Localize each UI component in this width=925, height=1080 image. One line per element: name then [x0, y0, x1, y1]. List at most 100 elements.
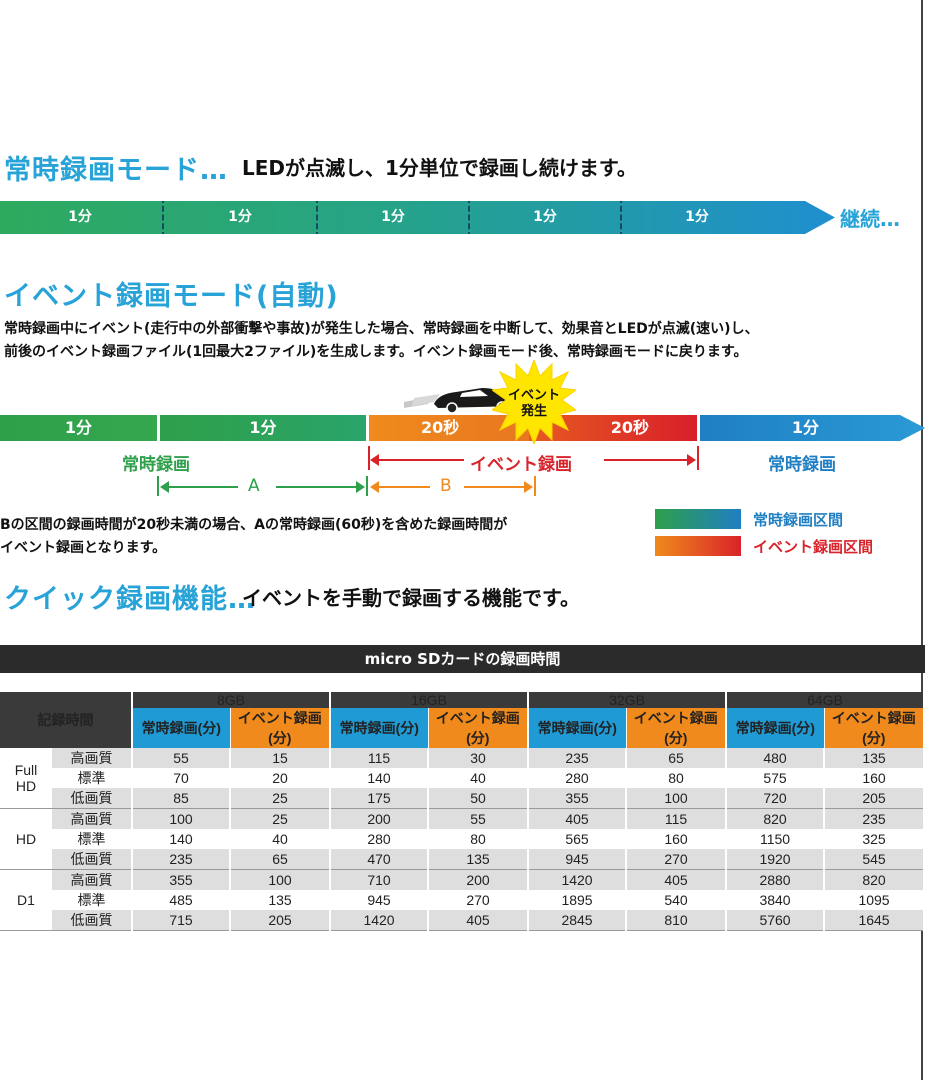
continuous-mode-description: LEDが点滅し、1分単位で録画し続けます。 [242, 156, 637, 180]
marker-a: A [248, 476, 260, 496]
value-cell: 545 [823, 849, 924, 870]
segment-divider [468, 201, 470, 234]
value-cell: 1920 [725, 849, 825, 870]
quality-cell: 低画質 [52, 788, 132, 809]
value-cell: 175 [329, 788, 429, 809]
recording-time-table: 記録時間 8GB 16GB 32GB 64GB 常時録画(分) イベント録画(分… [0, 692, 924, 931]
value-cell: 720 [725, 788, 825, 809]
value-cell: 540 [625, 890, 727, 910]
event-bracket-right [697, 446, 699, 470]
burst-text-line2: 発生 [520, 404, 547, 419]
event-timeline-bar: 1分 1分 20秒 20秒 1分 [0, 415, 925, 441]
value-cell: 485 [131, 890, 230, 910]
event-arrow-left-line [372, 459, 464, 461]
col-header-normal: 常時録画(分) [527, 708, 627, 748]
event-mode-paragraph-line2: 前後のイベント録画ファイル(1回最大2ファイル)を生成します。イベント録画モード… [4, 344, 748, 360]
col-header-normal: 常時録画(分) [329, 708, 429, 748]
table-title: micro SDカードの録画時間 [0, 645, 925, 673]
value-cell: 30 [427, 748, 529, 768]
value-cell: 1420 [329, 910, 429, 931]
resolution-cell: HD [0, 808, 52, 870]
event-bracket-left [368, 446, 370, 470]
value-cell: 1420 [527, 869, 627, 890]
value-cell: 115 [329, 748, 429, 768]
capacity-header: 8GB [130, 692, 331, 708]
resolution-cell: D1 [0, 869, 52, 931]
value-cell: 235 [527, 748, 627, 768]
b-arrow-line-left [372, 486, 430, 488]
value-cell: 25 [228, 788, 331, 809]
value-cell: 100 [228, 869, 331, 890]
col-header-event: イベント録画(分) [427, 708, 529, 748]
value-cell: 140 [131, 829, 230, 849]
value-cell: 270 [427, 890, 529, 910]
value-cell: 5760 [725, 910, 825, 931]
arrow-head-icon [687, 454, 696, 466]
event-arrow-right-line [604, 459, 694, 461]
legend-label-continuous: 常時録画区間 [753, 511, 844, 529]
value-cell: 115 [625, 808, 727, 829]
quality-cell: 高画質 [52, 869, 132, 890]
value-cell: 2880 [725, 869, 825, 890]
value-cell: 1645 [823, 910, 924, 931]
event-burst: イベント 発生 [490, 358, 578, 446]
table-body: Full HD 高画質 55 15 115 30 235 65 480 135 標準 70 20 140 4… [0, 748, 924, 931]
quality-cell: 高画質 [52, 748, 132, 768]
value-cell: 205 [823, 788, 924, 809]
col-header-event: イベント録画(分) [229, 708, 331, 748]
timeline-segment: 1分 [0, 415, 157, 441]
table-row: 標準 485 135 945 270 1895 540 3840 1095 [0, 890, 924, 910]
a-bracket-right [366, 476, 368, 496]
timeline-segment: 1分 [68, 209, 92, 225]
value-cell: 65 [625, 748, 727, 768]
value-cell: 280 [329, 829, 429, 849]
table-row: 低画質 235 65 470 135 945 270 1920 545 [0, 849, 924, 870]
timeline-segment: 1分 [700, 415, 925, 441]
quality-cell: 標準 [52, 768, 132, 788]
table-row: Full HD 高画質 55 15 115 30 235 65 480 135 [0, 748, 924, 809]
value-cell: 565 [527, 829, 627, 849]
value-cell: 1150 [725, 829, 825, 849]
value-cell: 55 [427, 808, 529, 829]
page-right-border [921, 0, 923, 1080]
value-cell: 65 [228, 849, 331, 870]
timeline-segment: 1分 [160, 415, 366, 441]
quick-record-title: クイック録画機能… [4, 584, 256, 615]
marker-b: B [440, 476, 452, 496]
capacity-header: 64GB [725, 692, 924, 708]
value-cell: 405 [625, 869, 727, 890]
value-cell: 200 [329, 808, 429, 829]
value-cell: 200 [427, 869, 529, 890]
col-header-normal: 常時録画(分) [725, 708, 825, 748]
value-cell: 80 [625, 768, 727, 788]
value-cell: 25 [228, 808, 331, 829]
b-arrow-line-right [464, 486, 530, 488]
table-row: D1 高画質 355 100 710 200 1420 405 2880 820 [0, 869, 924, 931]
value-cell: 820 [725, 808, 825, 829]
value-cell: 945 [329, 890, 429, 910]
value-cell: 820 [823, 869, 924, 890]
continuous-label-right: 常時録画 [768, 455, 836, 475]
value-cell: 235 [131, 849, 230, 870]
a-arrow-line-right [276, 486, 362, 488]
table-corner-label: 記録時間 [0, 692, 132, 748]
value-cell: 270 [625, 849, 727, 870]
value-cell: 40 [228, 829, 331, 849]
resolution-cell: Full HD [0, 748, 52, 809]
arrow-head-icon [370, 481, 379, 493]
value-cell: 1095 [823, 890, 924, 910]
value-cell: 715 [131, 910, 230, 931]
segment-divider [162, 201, 164, 234]
value-cell: 480 [725, 748, 825, 768]
value-cell: 575 [725, 768, 825, 788]
col-header-normal: 常時録画(分) [131, 708, 230, 748]
table-row: 低画質 85 25 175 50 355 100 720 205 [0, 788, 924, 809]
b-bracket-right [534, 476, 536, 496]
value-cell: 205 [228, 910, 331, 931]
value-cell: 80 [427, 829, 529, 849]
event-mode-title: イベント録画モード(自動) [4, 281, 339, 312]
timeline-segment: 1分 [685, 209, 709, 225]
arrow-head-icon [160, 481, 169, 493]
segment-divider [620, 201, 622, 234]
value-cell: 100 [625, 788, 727, 809]
